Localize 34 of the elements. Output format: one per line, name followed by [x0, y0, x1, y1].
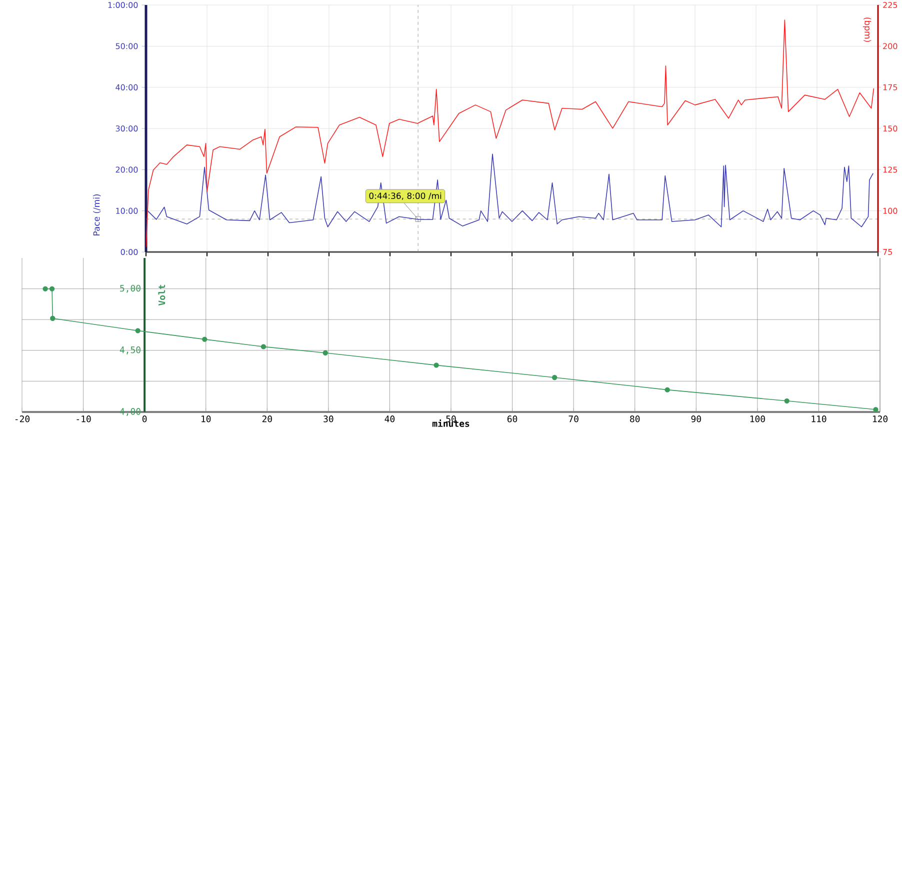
line-series: [146, 154, 874, 228]
point: [434, 362, 439, 368]
x-tick-label: -10: [76, 416, 91, 422]
y-axis-title: Pace (/mi): [93, 194, 101, 236]
point: [664, 387, 670, 392]
point: [135, 328, 140, 334]
point: [260, 344, 266, 350]
point: [322, 350, 328, 356]
point: [49, 286, 55, 292]
point: [873, 406, 878, 412]
x-tick-label: -20: [15, 416, 30, 422]
x-tick-label: 70: [568, 416, 578, 422]
point: [552, 374, 558, 380]
x-tick-label: 110: [812, 416, 826, 422]
y-tick-label: 4,50: [120, 346, 140, 354]
x-tick-label: 90: [691, 416, 701, 422]
x-tick-label: 80: [630, 416, 640, 422]
point: [784, 398, 790, 404]
y-tick-label: 5,00: [120, 284, 140, 293]
point: [202, 336, 208, 342]
x-tick-label: 10: [202, 416, 211, 422]
y-axis-title: Volt: [158, 284, 166, 306]
x-tick-label: 30: [324, 416, 334, 422]
x-tick-label: 100: [750, 416, 765, 422]
y2-axis-title: (bpm): [862, 18, 872, 42]
point: [42, 286, 48, 292]
line-series: [146, 20, 874, 248]
annotation: 0:44:36, 8:00 /mi: [369, 192, 442, 200]
x-tick-label: 60: [507, 416, 518, 422]
point: [50, 316, 56, 321]
x-tick-label: 40: [384, 416, 395, 422]
x-tick-label: 0: [142, 416, 147, 422]
x-tick-label: 20: [262, 416, 272, 422]
x-tick-label: 120: [872, 416, 888, 422]
